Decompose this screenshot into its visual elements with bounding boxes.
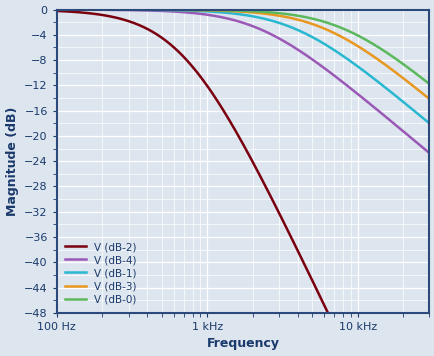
V (dB-1) [213, 10, 218, 14]
V (dB-3) [197, 8, 202, 12]
V (dB-0) [197, 8, 202, 12]
Line: V (dB-0): V (dB-0) [56, 10, 428, 84]
V (dB-2) [96, 12, 102, 17]
Legend: V (dB-2), V (dB-4), V (dB-1), V (dB-3), V (dB-0): V (dB-2), V (dB-4), V (dB-1), V (dB-3), … [62, 239, 140, 308]
V (dB-1) [197, 9, 202, 13]
V (dB-0) [426, 82, 431, 86]
V (dB-3) [213, 9, 218, 13]
V (dB-1) [426, 121, 431, 126]
V (dB-0) [418, 76, 424, 80]
V (dB-1) [96, 7, 102, 12]
V (dB-0) [378, 47, 384, 52]
V (dB-1) [378, 83, 384, 87]
V (dB-4) [426, 151, 431, 155]
V (dB-2) [213, 96, 218, 101]
V (dB-0) [118, 7, 124, 12]
V (dB-4) [96, 7, 102, 12]
V (dB-4) [118, 8, 124, 12]
V (dB-1) [418, 115, 424, 120]
V (dB-3) [96, 7, 102, 12]
V (dB-2) [197, 73, 202, 78]
V (dB-0) [96, 7, 102, 12]
V (dB-3) [118, 7, 124, 12]
Line: V (dB-4): V (dB-4) [56, 10, 428, 153]
V (dB-4) [378, 111, 384, 116]
X-axis label: Frequency: Frequency [206, 337, 279, 350]
V (dB-4) [54, 7, 59, 12]
Line: V (dB-2): V (dB-2) [56, 11, 428, 356]
V (dB-1) [118, 7, 124, 12]
V (dB-3) [426, 97, 431, 101]
V (dB-3) [54, 7, 59, 12]
V (dB-2) [54, 9, 59, 13]
V (dB-0) [213, 8, 218, 12]
V (dB-0) [54, 7, 59, 12]
V (dB-3) [418, 91, 424, 95]
Line: V (dB-3): V (dB-3) [56, 10, 428, 99]
V (dB-4) [213, 14, 218, 18]
V (dB-3) [378, 60, 384, 64]
Y-axis label: Magnitude (dB): Magnitude (dB) [6, 106, 19, 216]
V (dB-4) [197, 12, 202, 16]
Line: V (dB-1): V (dB-1) [56, 10, 428, 124]
V (dB-1) [54, 7, 59, 12]
V (dB-2) [118, 17, 124, 21]
V (dB-4) [418, 145, 424, 149]
